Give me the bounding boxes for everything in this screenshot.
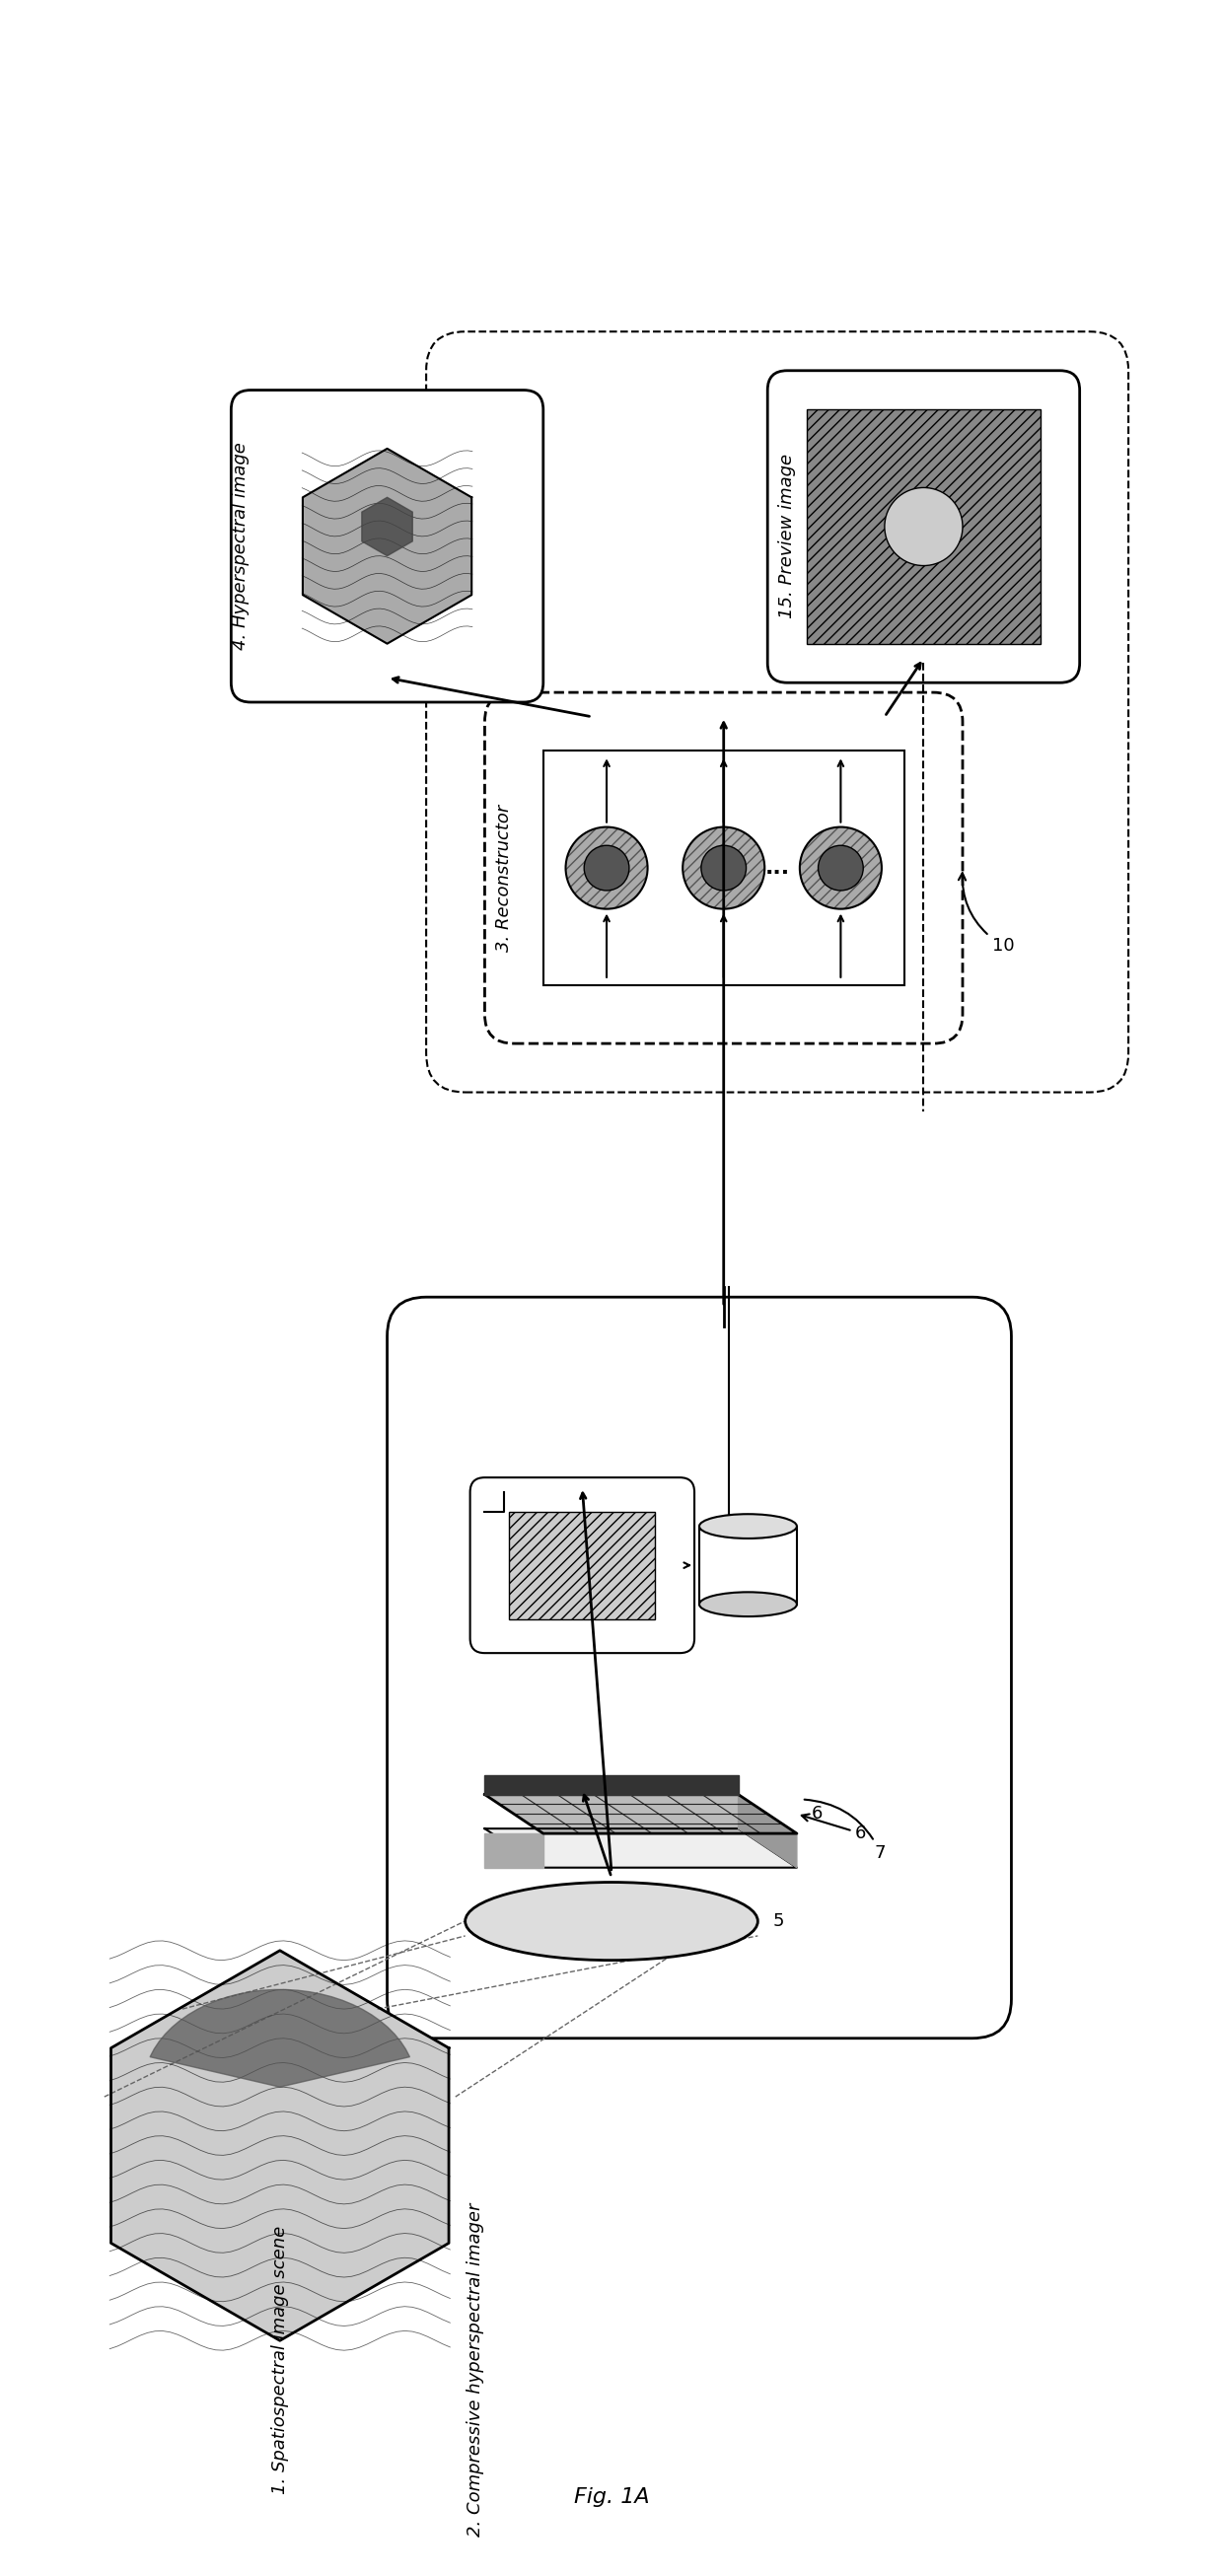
FancyBboxPatch shape — [388, 1298, 1011, 2038]
Text: 7: 7 — [805, 1801, 887, 1862]
FancyBboxPatch shape — [700, 1525, 797, 1605]
Text: 8: 8 — [494, 1556, 505, 1574]
Polygon shape — [484, 1775, 739, 1795]
Text: 6: 6 — [811, 1806, 823, 1824]
Text: 1. Spatiospectral image scene: 1. Spatiospectral image scene — [272, 2226, 289, 2494]
Ellipse shape — [700, 1515, 797, 1538]
Ellipse shape — [700, 1592, 797, 1618]
Text: 15. Preview image: 15. Preview image — [778, 453, 796, 618]
Polygon shape — [739, 1795, 797, 1868]
Circle shape — [884, 487, 963, 567]
Text: ...: ... — [764, 858, 790, 878]
Bar — [543, 752, 904, 984]
Text: 5: 5 — [773, 1911, 784, 1929]
Polygon shape — [111, 1950, 449, 2342]
Polygon shape — [362, 497, 412, 556]
FancyBboxPatch shape — [470, 1479, 695, 1654]
Circle shape — [682, 827, 764, 909]
Text: 2. Compressive hyperspectral imager: 2. Compressive hyperspectral imager — [466, 2202, 484, 2537]
FancyBboxPatch shape — [768, 371, 1080, 683]
Polygon shape — [150, 1989, 410, 2087]
Text: 4. Hyperspectral image: 4. Hyperspectral image — [232, 443, 249, 649]
Text: 3. Reconstructor: 3. Reconstructor — [495, 804, 514, 951]
Circle shape — [818, 845, 863, 891]
Circle shape — [800, 827, 882, 909]
Text: 6: 6 — [801, 1814, 867, 1842]
Text: 9: 9 — [742, 1556, 753, 1574]
Circle shape — [566, 827, 648, 909]
FancyBboxPatch shape — [484, 693, 963, 1043]
Circle shape — [701, 845, 746, 891]
Text: 10: 10 — [959, 873, 1014, 956]
Polygon shape — [484, 1829, 797, 1868]
Text: Fig. 1A: Fig. 1A — [574, 2486, 649, 2506]
FancyBboxPatch shape — [231, 389, 543, 703]
Ellipse shape — [465, 1883, 758, 1960]
Polygon shape — [484, 1834, 543, 1868]
Polygon shape — [303, 448, 472, 644]
Polygon shape — [484, 1795, 797, 1834]
FancyBboxPatch shape — [509, 1512, 656, 1618]
Circle shape — [585, 845, 629, 891]
FancyBboxPatch shape — [806, 410, 1041, 644]
Polygon shape — [484, 1492, 504, 1512]
